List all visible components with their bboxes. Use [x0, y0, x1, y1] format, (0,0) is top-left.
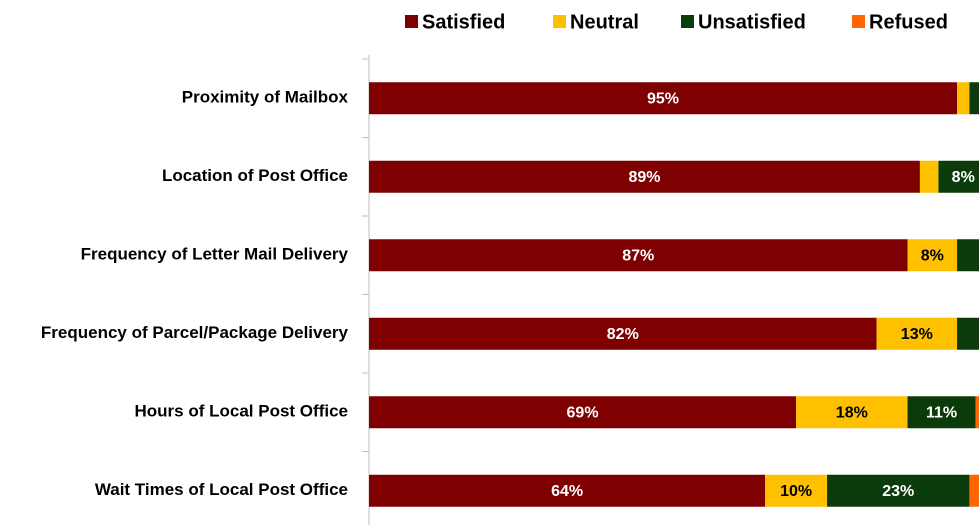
legend-label: Refused	[869, 11, 948, 33]
y-tick-label: Frequency of Letter Mail Delivery	[81, 245, 349, 264]
y-tick-label: Proximity of Mailbox	[182, 88, 349, 107]
bar-segment	[796, 396, 908, 429]
bar-segment	[369, 82, 958, 115]
data-label: 8%	[921, 247, 944, 264]
bar-segment	[369, 474, 766, 507]
data-label: 11%	[926, 404, 957, 421]
legend-swatch	[852, 15, 865, 28]
data-label: 18%	[836, 404, 868, 421]
bar-segment	[938, 160, 979, 193]
data-label: 87%	[622, 247, 654, 264]
legend-swatch	[405, 15, 418, 28]
bar-segment	[957, 317, 979, 350]
bar-segment	[919, 160, 939, 193]
legend-label: Satisfied	[422, 11, 505, 33]
bar-segment	[907, 239, 958, 272]
legend-label: Neutral	[570, 11, 639, 33]
data-label: 64%	[551, 483, 583, 500]
legend-swatch	[681, 15, 694, 28]
bar-segment	[369, 396, 797, 429]
bar-segment	[907, 396, 976, 429]
bar-segment	[765, 474, 828, 507]
bar-segment	[969, 474, 979, 507]
y-tick-label: Wait Times of Local Post Office	[95, 480, 348, 499]
bar-segment	[827, 474, 970, 507]
legend-label: Unsatisfied	[698, 11, 806, 33]
data-label: 13%	[901, 326, 933, 343]
y-tick-label: Hours of Local Post Office	[135, 402, 348, 421]
bar-segment	[957, 239, 979, 272]
y-tick-label: Location of Post Office	[162, 166, 348, 185]
data-label: 10%	[780, 483, 812, 500]
bar-segment	[969, 82, 979, 115]
bar-segment	[957, 82, 970, 115]
legend-swatch	[553, 15, 566, 28]
bar-segment	[876, 317, 958, 350]
bar-segment	[369, 317, 877, 350]
data-label: 95%	[647, 90, 679, 107]
bar-segment	[369, 239, 908, 272]
bar-segment	[975, 396, 979, 429]
data-label: 8%	[952, 169, 975, 186]
data-label: 23%	[882, 483, 914, 500]
data-label: 69%	[567, 404, 599, 421]
data-label: 89%	[628, 169, 660, 186]
data-label: 82%	[607, 326, 639, 343]
bar-segment	[369, 160, 920, 193]
y-tick-label: Frequency of Parcel/Package Delivery	[41, 323, 349, 342]
